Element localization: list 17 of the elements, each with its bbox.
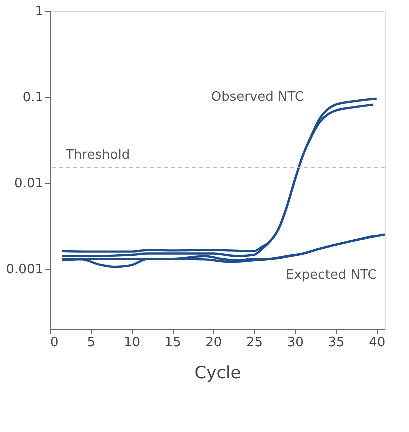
x-axis-title: Cycle: [194, 364, 242, 384]
x-tick-label: 40: [369, 336, 386, 350]
y-tick-label: 0.1: [22, 90, 44, 106]
annotation: Observed NTC: [211, 90, 304, 105]
y-tick-label: 0.001: [6, 262, 44, 278]
x-tick-label: 25: [246, 336, 264, 350]
x-tick-label: 30: [287, 336, 304, 350]
x-tick-label: 10: [124, 336, 140, 350]
x-tick-label: 15: [164, 336, 182, 350]
y-tick-label: 1: [35, 4, 44, 20]
x-tick-label: 35: [328, 336, 345, 350]
annotation: Expected NTC: [286, 268, 377, 283]
ref-line-label: Threshold: [65, 148, 130, 163]
x-tick-label: 0: [50, 336, 59, 350]
y-tick-label: 0.01: [14, 176, 44, 192]
x-tick-label: 5: [87, 336, 96, 350]
x-tick-label: 20: [206, 336, 222, 350]
